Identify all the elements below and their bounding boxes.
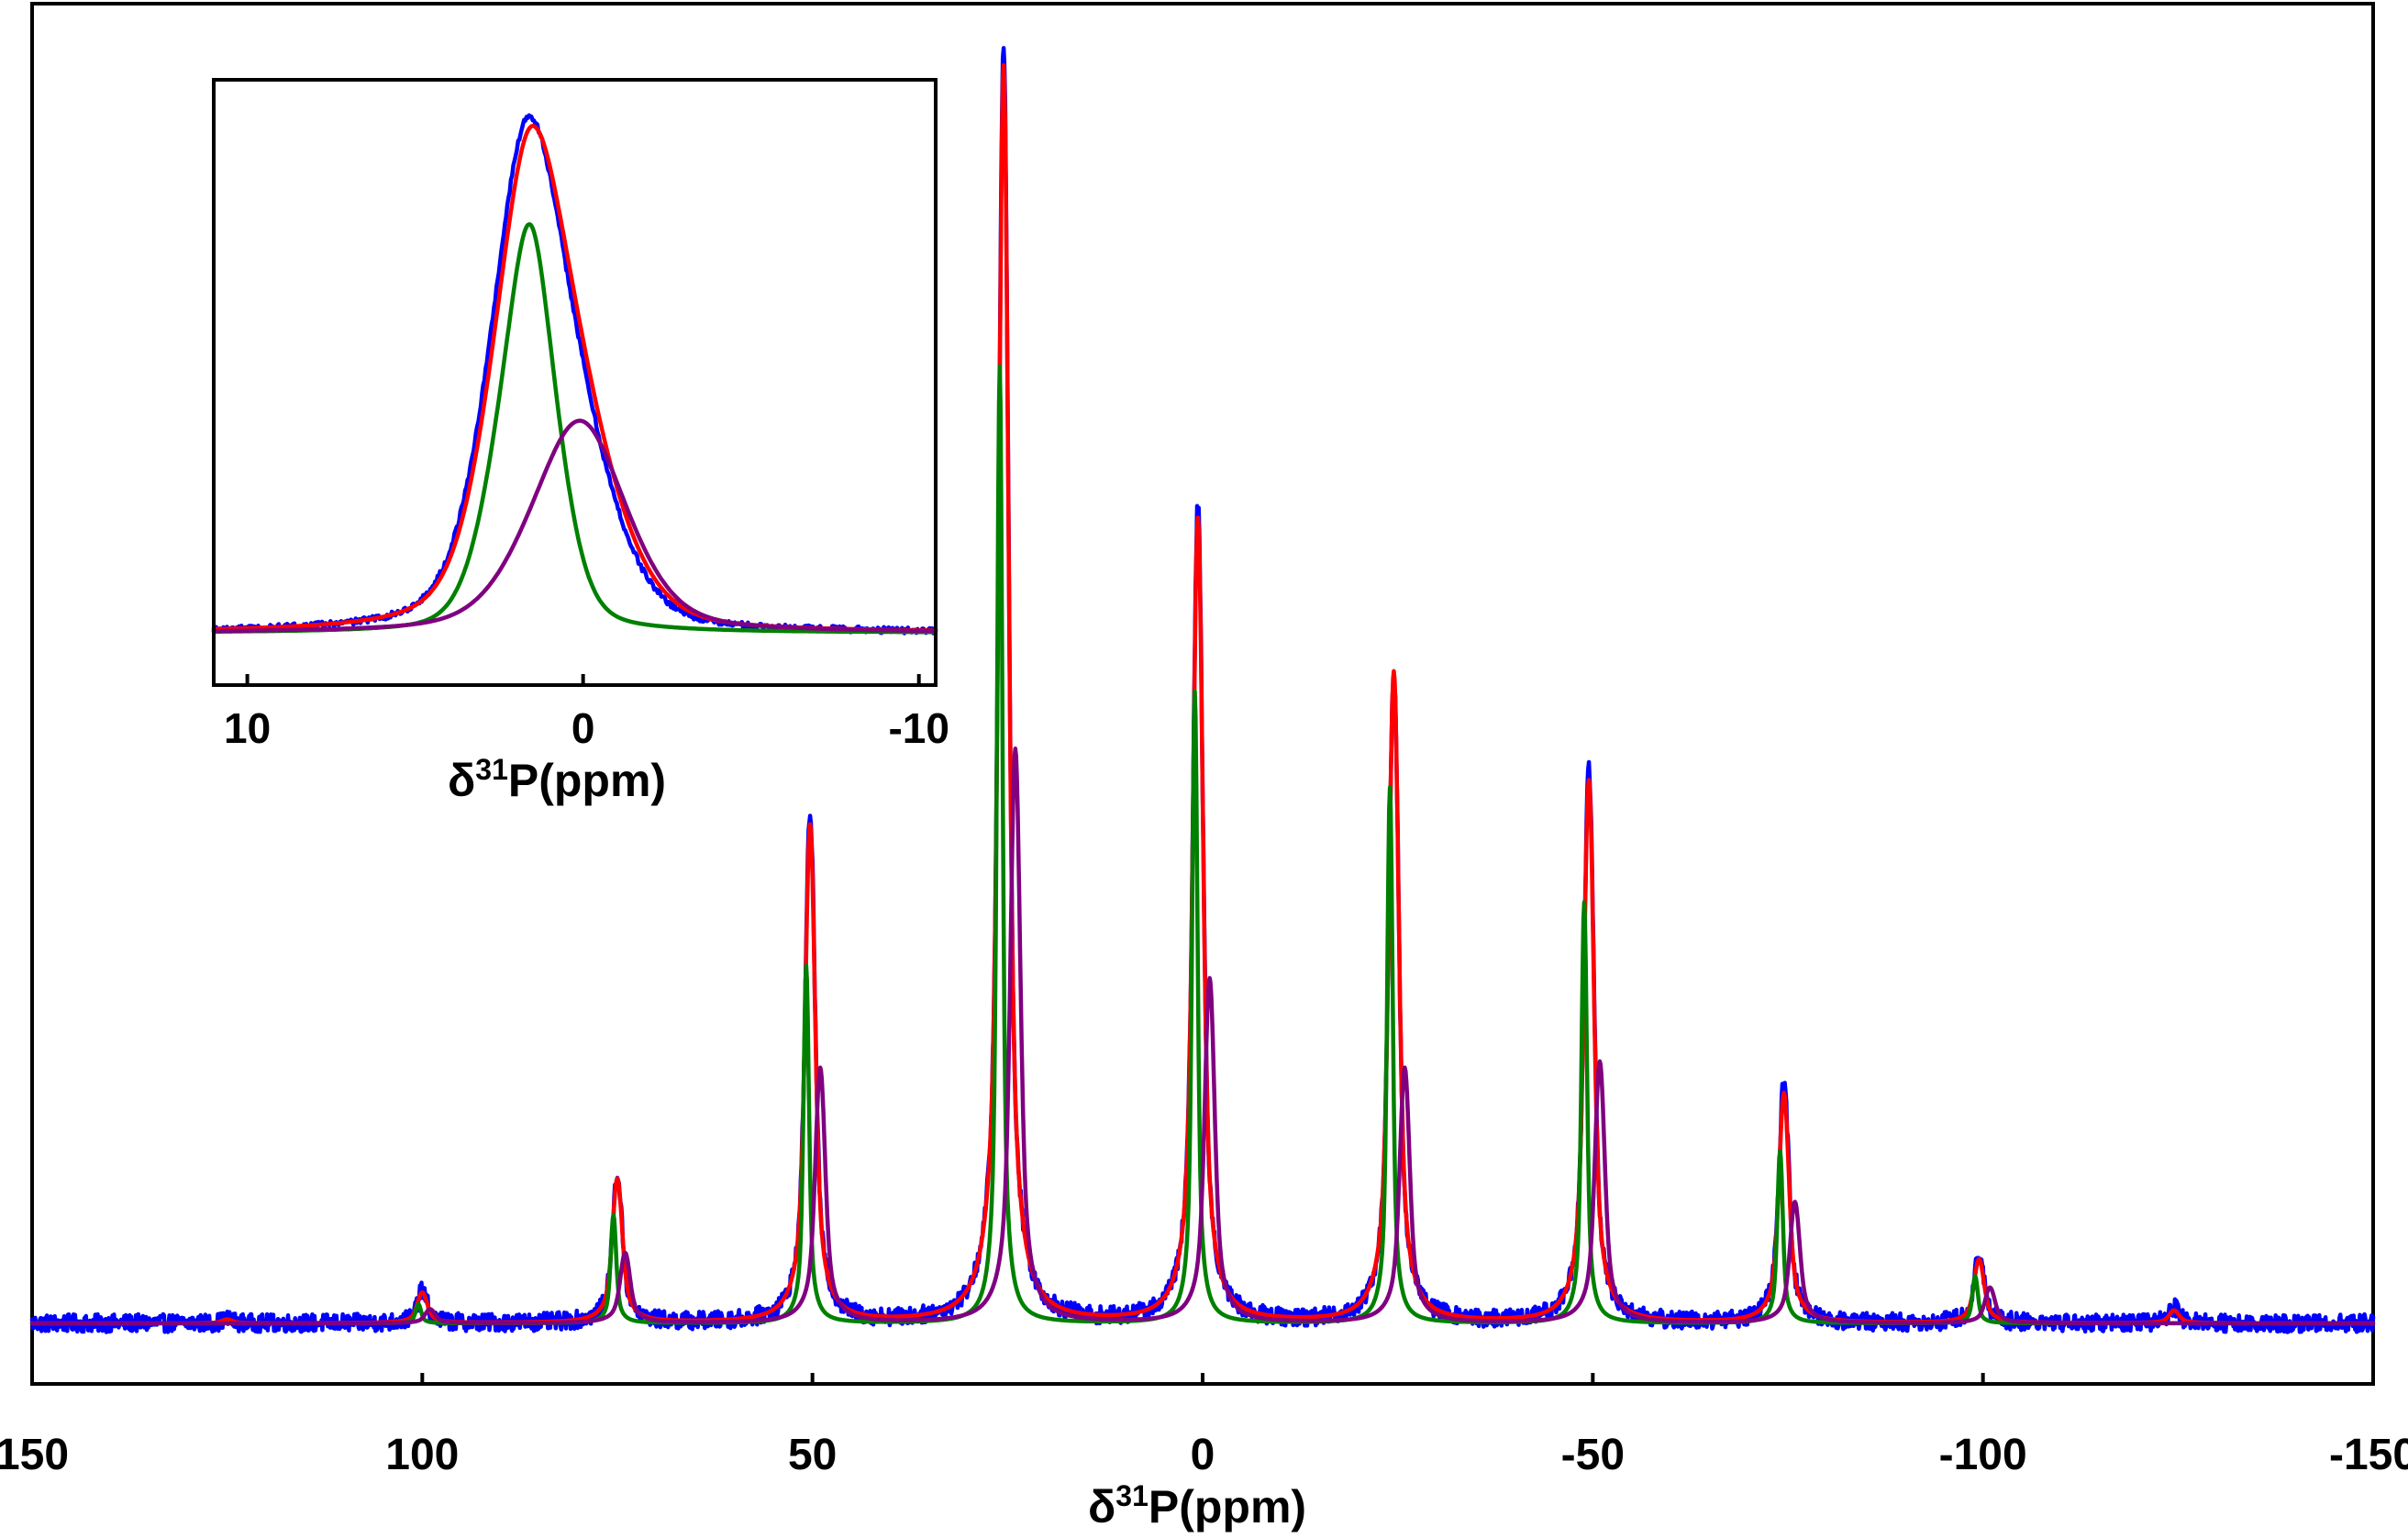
main-x-tick-label: -50 xyxy=(1561,1431,1625,1479)
inset-x-tick-label: 10 xyxy=(224,704,271,752)
main-x-tick-label: 150 xyxy=(0,1431,69,1479)
main-x-axis-title: δ31P(ppm) xyxy=(1088,1479,1306,1532)
inset-chart: 10 0 -10 δ31P(ppm) xyxy=(211,78,949,806)
main-series-purple-line xyxy=(29,747,2376,1326)
inset-series-group xyxy=(211,113,938,636)
main-x-tick-label: 0 xyxy=(1191,1431,1215,1479)
main-x-axis-title-superscript: 31 xyxy=(1115,1479,1149,1512)
inset-x-tick-label: -10 xyxy=(888,704,949,752)
inset-x-axis-title-delta: δ xyxy=(448,755,475,806)
main-x-tick-label: -100 xyxy=(1939,1431,2027,1479)
inset-plot-frame xyxy=(212,78,938,687)
main-x-tick-label: -150 xyxy=(2329,1431,2408,1479)
inset-series-purple-line xyxy=(211,418,938,634)
main-x-axis-title-unit: P(ppm) xyxy=(1149,1481,1306,1532)
inset-x-axis-title-unit: P(ppm) xyxy=(508,755,666,806)
main-x-axis-title-delta: δ xyxy=(1088,1481,1115,1532)
inset-background xyxy=(214,80,936,685)
main-series-red-line xyxy=(29,62,2376,1326)
main-x-tick-label: 100 xyxy=(385,1431,459,1479)
inset-x-tick-label: 0 xyxy=(571,704,595,752)
main-series-group xyxy=(29,46,2376,1334)
inset-x-ticks: 10 0 -10 xyxy=(224,674,949,752)
inset-x-axis-title: δ31P(ppm) xyxy=(448,753,666,806)
main-x-ticks: 150 100 50 0 -50 -100 -150 xyxy=(0,1373,2408,1479)
inset-x-axis-title-superscript: 31 xyxy=(475,753,508,786)
main-x-tick-label: 50 xyxy=(788,1431,837,1479)
